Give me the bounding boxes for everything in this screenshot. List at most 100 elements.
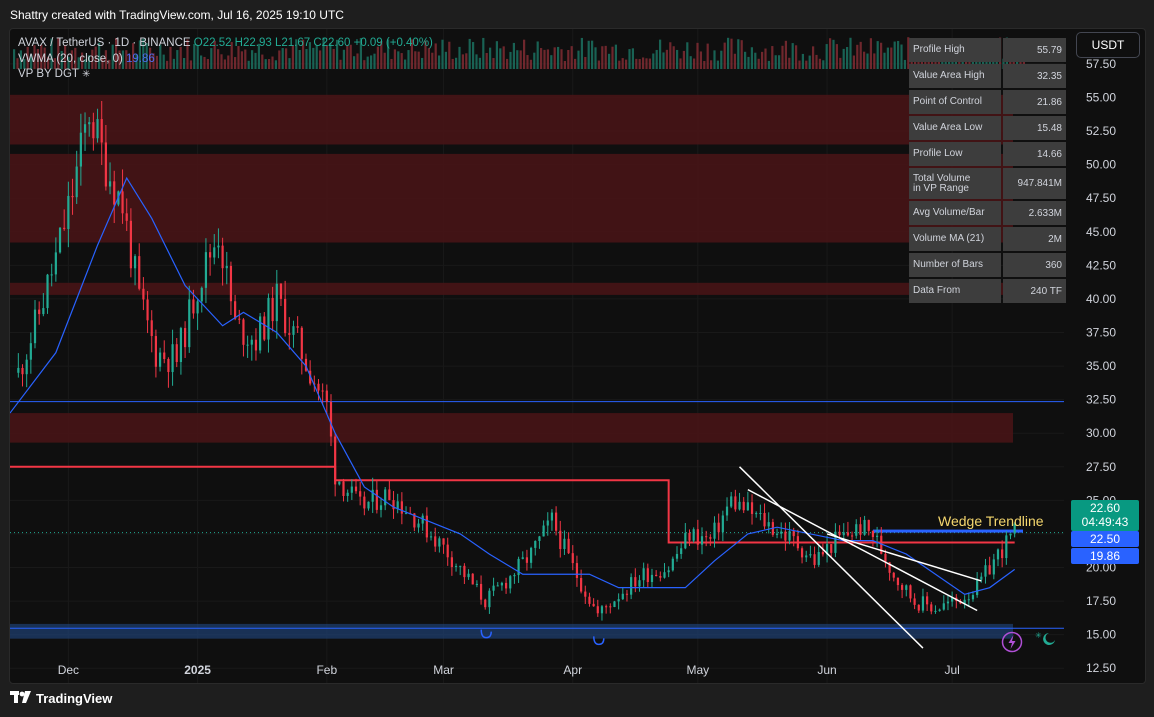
candle-body (321, 390, 324, 392)
volume-bar (754, 52, 757, 69)
vp-stat-label: Volume MA (21) (909, 227, 1001, 251)
volume-bar (220, 54, 223, 69)
time-axis-label: Dec (58, 663, 79, 677)
volume-bar (866, 53, 869, 69)
volume-bar (529, 59, 532, 69)
volume-bar (584, 56, 587, 69)
candle-body (880, 535, 883, 554)
legend-vwma-row[interactable]: VWMA (20, close, 0) 19.86 (18, 52, 433, 68)
candle-body (279, 283, 283, 299)
volume-bar (812, 46, 815, 69)
volume-bar (237, 46, 240, 69)
volume-bar (560, 49, 563, 69)
legend-vp-label[interactable]: VP BY DGT (18, 68, 79, 80)
volume-bar (128, 54, 131, 69)
volume-bar (210, 48, 213, 69)
vp-stat-row: Avg Volume/Bar 2.633M (909, 201, 1066, 225)
settings-icon[interactable]: ✳ (81, 69, 91, 80)
trendline (826, 533, 982, 582)
volume-bar (13, 49, 16, 69)
candle-body (392, 500, 395, 510)
volume-bar (149, 47, 152, 69)
candle-body (292, 326, 295, 335)
candle-body (58, 227, 62, 253)
tradingview-logo-icon (10, 691, 32, 706)
vp-stat-row: Total Volume in VP Range 947.841M (909, 168, 1066, 199)
volume-bar (890, 47, 893, 69)
legend-vp-row[interactable]: VP BY DGT ✳ (18, 67, 433, 83)
volume-bar (424, 40, 427, 69)
volume-zone (10, 153, 1013, 243)
volume-bar (815, 54, 818, 69)
volume-bar (550, 55, 553, 69)
volume-bar (859, 41, 862, 69)
volume-bar (60, 50, 63, 69)
volume-bar (200, 55, 203, 69)
candle-body (342, 481, 345, 496)
volume-bar (876, 41, 879, 69)
footer-logo[interactable]: TradingView (10, 691, 112, 706)
candle-body (267, 297, 270, 340)
currency-button[interactable]: USDT (1076, 32, 1140, 58)
volume-bar (288, 58, 291, 69)
volume-bar (370, 55, 373, 69)
volume-bar (77, 57, 80, 69)
volume-bar (33, 45, 36, 69)
last-price-tag: 22.60 04:49:43 (1071, 500, 1139, 531)
moon-icon[interactable]: ✳ (1035, 631, 1055, 645)
candle-body (21, 367, 24, 375)
vp-stat-row: Value Area Low 15.48 (909, 116, 1066, 140)
volume-bar (84, 59, 87, 69)
volume-bar (693, 58, 696, 69)
legend-vwma-label[interactable]: VWMA (20, close, 0) (18, 52, 123, 65)
volume-bar (461, 54, 464, 69)
candle-body (234, 301, 237, 319)
candle-body (363, 496, 366, 509)
candle-body (534, 540, 537, 548)
volume-bar (74, 47, 77, 69)
volume-bar (509, 51, 512, 69)
vp-stat-value: 32.35 (1003, 64, 1066, 88)
volume-bar (499, 48, 502, 69)
volume-bar (1002, 58, 1005, 69)
legend-symbol-row[interactable]: AVAX / TetherUS · 1D · BINANCE O22.52 H2… (18, 36, 433, 52)
volume-bar (472, 42, 475, 69)
price-axis-label: 50.00 (1086, 158, 1116, 172)
volume-bar (70, 50, 73, 69)
candle-body (680, 548, 683, 554)
candle-body (571, 553, 574, 564)
volume-bar (427, 48, 430, 69)
volume-bar (638, 59, 641, 69)
time-axis-label: Jun (817, 663, 836, 677)
candle-body (813, 554, 816, 565)
candle-body (846, 532, 850, 536)
volume-bar (516, 50, 519, 69)
legend-symbol[interactable]: AVAX / TetherUS · 1D · BINANCE (18, 37, 191, 49)
volume-bar (832, 39, 835, 69)
volume-bar (414, 51, 417, 69)
volume-bar (495, 41, 498, 69)
volume-bar (186, 39, 189, 69)
price-axis-label: 37.50 (1086, 325, 1116, 339)
candle-body (463, 565, 466, 578)
footer-logo-text: TradingView (36, 691, 113, 706)
candle-body (1009, 533, 1012, 536)
volume-bar (43, 47, 46, 69)
candle-body (25, 359, 28, 375)
volume-bar (257, 43, 260, 69)
candle-body (713, 522, 716, 539)
lightning-icon[interactable] (1001, 631, 1023, 653)
volume-bar (166, 60, 169, 69)
volume-bar (404, 59, 407, 69)
volume-bar (883, 52, 886, 69)
chart-panel[interactable]: 57.50 55.00 52.50 50.00 47.50 45.00 42.50 40.00… (9, 28, 1146, 684)
volume-bar (50, 38, 53, 69)
volume-bar (778, 55, 781, 69)
candle-body (459, 565, 462, 567)
price-axis-label: 12.50 (1086, 661, 1116, 675)
volume-bar (47, 56, 50, 69)
volume-bar (591, 40, 594, 69)
volume-bar (519, 50, 522, 69)
candle-body (450, 557, 453, 568)
wedge-trendline-annotation[interactable]: Wedge Trendline (938, 513, 1044, 529)
